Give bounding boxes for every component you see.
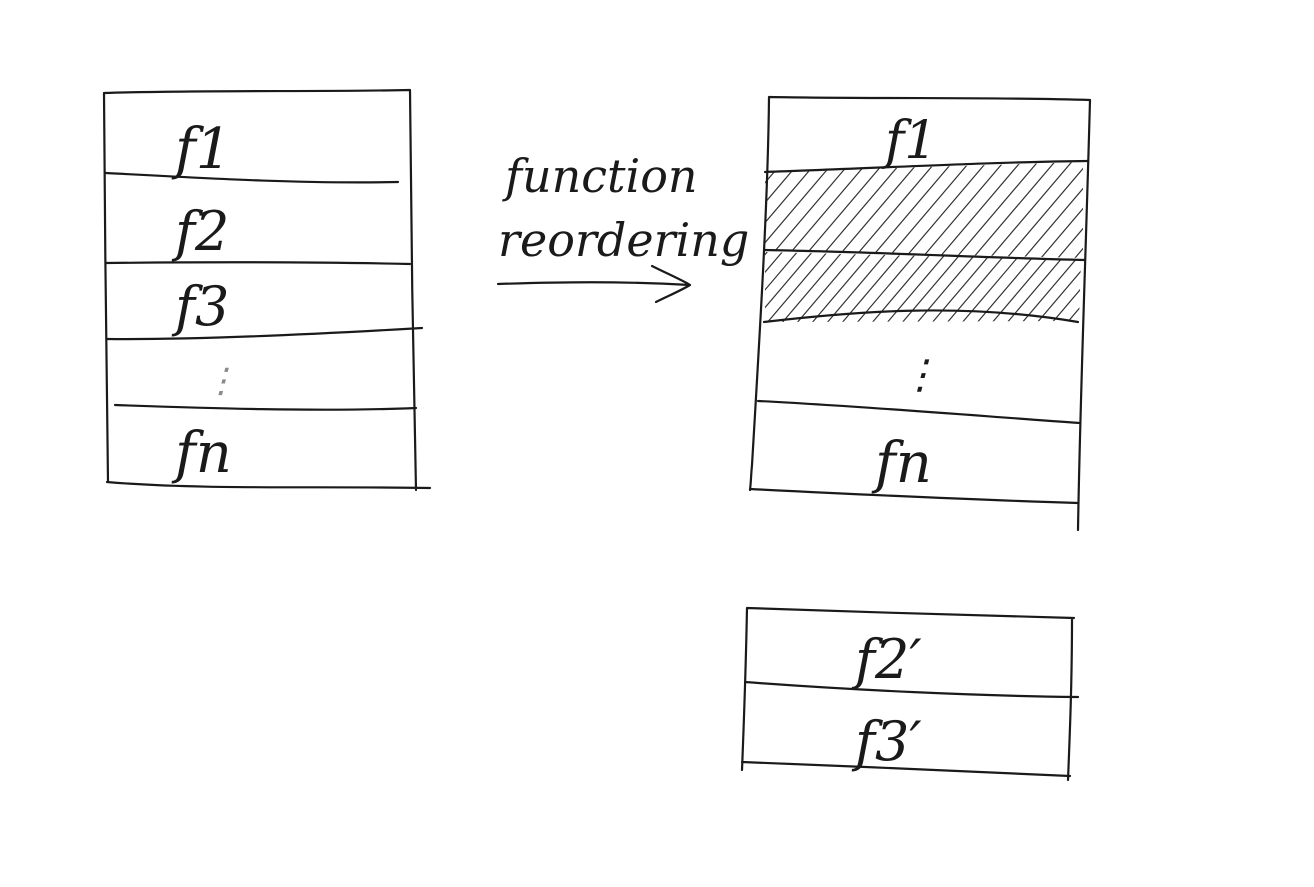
original-divider-4: [113, 403, 418, 411]
hatch-stroke: [765, 252, 800, 322]
hatch-stroke: [972, 162, 1057, 258]
reordered-layout-frame: [748, 95, 1092, 532]
hatch-stroke: [765, 162, 836, 258]
original-block-label: f1: [171, 117, 231, 182]
hatch-stroke: [765, 252, 815, 322]
hatch-stroke: [990, 252, 1055, 322]
hatch-stroke: [853, 162, 938, 258]
reordered-layout-diagram: f1 ⋮ fn: [748, 95, 1175, 532]
reordered-divider-4: [756, 399, 1082, 425]
reordered-ellipsis: ⋮: [900, 352, 940, 398]
hatch-stroke: [1006, 162, 1083, 258]
hatch-stroke: [840, 252, 905, 322]
reordered-divider-2: [762, 248, 1087, 262]
hatch-stroke: [765, 162, 802, 258]
hatch-stroke: [1050, 252, 1081, 322]
transformation-label-line2: reordering: [498, 213, 749, 267]
hatch-stroke: [765, 162, 785, 258]
original-layout-diagram: f1 f2 f3 ⋮ fn: [102, 88, 432, 492]
hatch-stroke: [989, 162, 1074, 258]
hatch-stroke: [887, 162, 972, 258]
reordered-block-label: fn: [871, 431, 932, 496]
hatch-stroke: [1080, 252, 1081, 322]
hatch-stroke: [1005, 252, 1070, 322]
transformation-annotation: function reordering: [496, 149, 749, 304]
hatch-stroke: [1023, 162, 1083, 258]
hatch-stroke: [885, 252, 950, 322]
original-layout-frame: [102, 88, 432, 492]
hatch-stroke: [1065, 252, 1081, 322]
hatch-stroke: [1040, 162, 1083, 258]
hatch-stroke: [765, 162, 819, 258]
hatch-stroke: [1057, 162, 1083, 258]
hatch-stroke: [1035, 252, 1081, 322]
original-divider-1: [104, 171, 400, 184]
original-block-label: f3: [171, 275, 229, 338]
hatch-stroke: [810, 252, 875, 322]
relocated-divider-1: [743, 680, 1080, 699]
original-block-label: fn: [171, 421, 232, 486]
hatch-stroke: [785, 162, 870, 258]
hatch-stroke: [765, 252, 830, 322]
hatch-stroke: [915, 252, 980, 322]
hatch-stroke: [1092, 160, 1175, 258]
hatch-stroke: [1020, 252, 1081, 322]
hatch-stroke: [795, 252, 860, 322]
original-block-label: f2: [171, 200, 229, 263]
original-ellipsis: ⋮: [204, 361, 238, 401]
hatch-stroke: [870, 162, 955, 258]
relocated-block-label: f3′: [851, 710, 922, 773]
hatch-stroke: [938, 162, 1023, 258]
hatch-stroke: [930, 252, 995, 322]
reordered-block-label: f1: [881, 111, 937, 171]
hatch-stroke: [921, 162, 1006, 258]
hatch-stroke: [768, 162, 853, 258]
hatch-stroke: [819, 162, 904, 258]
hatch-stroke: [955, 162, 1040, 258]
hatch-stroke: [802, 162, 887, 258]
vacated-slot-hatch-1: [765, 160, 1175, 258]
relocated-layout-frame: [740, 606, 1076, 782]
hatch-stroke: [825, 252, 890, 322]
hatch-stroke: [780, 252, 845, 322]
transformation-label-line1: function: [502, 149, 698, 203]
hatch-stroke: [904, 162, 989, 258]
reordered-divider-3: [762, 309, 1080, 324]
reordered-divider-1: [763, 159, 1090, 174]
hatch-stroke: [1096, 250, 1159, 324]
transformation-arrow-icon: [496, 264, 692, 304]
relocated-block-label: f2′: [851, 628, 922, 691]
original-divider-3: [105, 326, 424, 341]
relocated-layout-diagram: f2′ f3′: [740, 606, 1080, 782]
hatch-stroke: [900, 252, 965, 322]
hatch-stroke: [765, 252, 785, 322]
original-divider-2: [104, 261, 412, 266]
hatch-stroke: [836, 162, 921, 258]
